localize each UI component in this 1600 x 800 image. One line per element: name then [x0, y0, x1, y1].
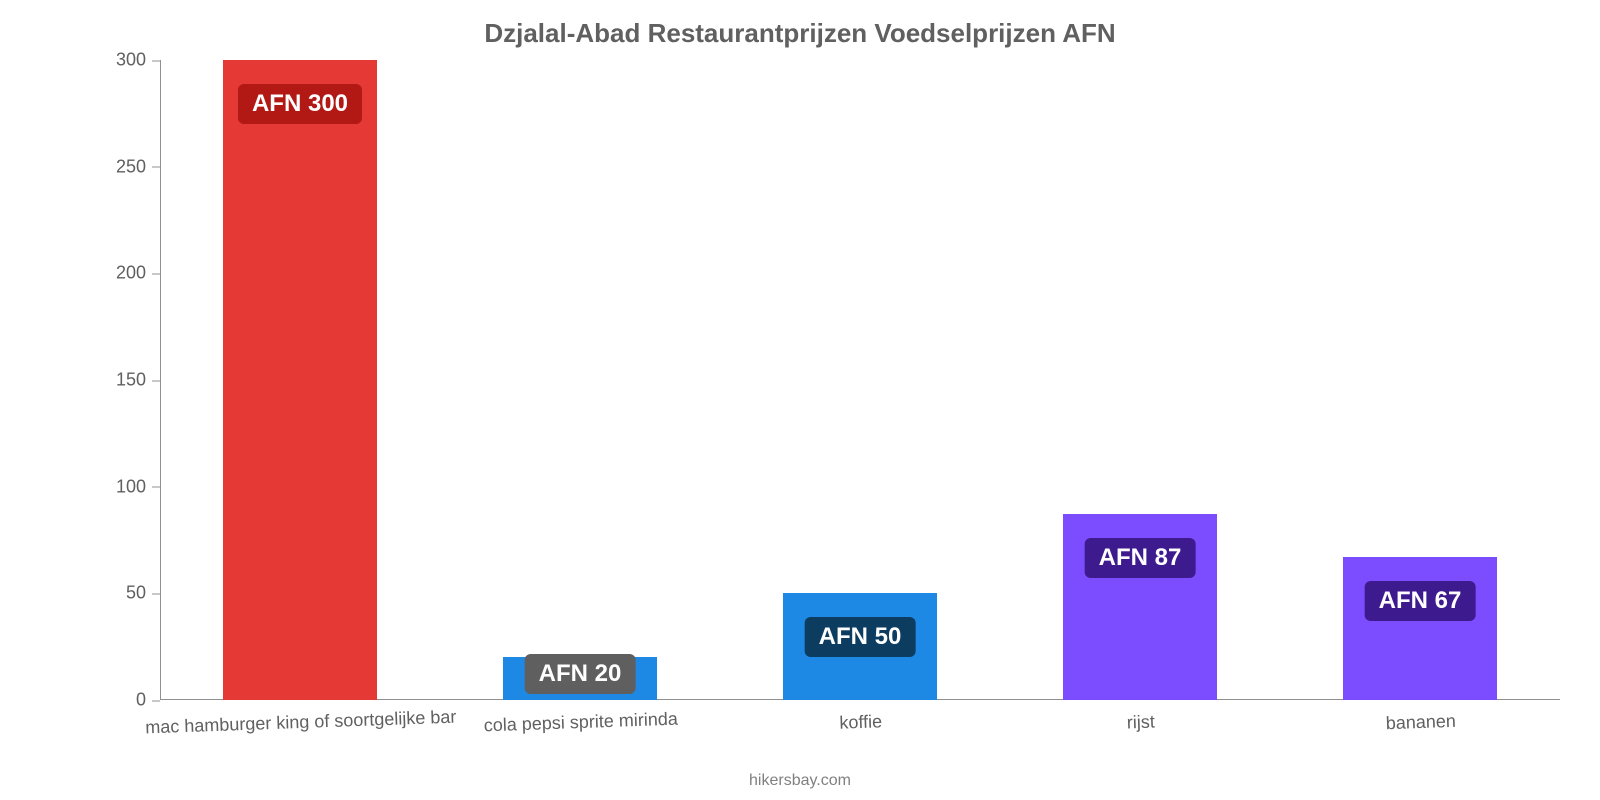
bar-value-label: AFN 67 — [1365, 581, 1476, 621]
category-label: bananen — [1385, 699, 1456, 734]
bar — [223, 60, 377, 700]
y-tick: 200 — [116, 263, 160, 284]
bar-value-label: AFN 300 — [238, 84, 362, 124]
y-tick: 100 — [116, 476, 160, 497]
y-tick: 50 — [126, 583, 160, 604]
attribution: hikersbay.com — [0, 772, 1600, 790]
y-axis — [160, 60, 161, 700]
bar-value-label: AFN 50 — [805, 617, 916, 657]
y-tick: 300 — [116, 50, 160, 71]
bar-value-label: AFN 20 — [525, 654, 636, 694]
bar-chart: Dzjalal-Abad Restaurantprijzen Voedselpr… — [0, 0, 1600, 800]
bar — [1343, 557, 1497, 700]
bar-value-label: AFN 87 — [1085, 538, 1196, 578]
chart-title: Dzjalal-Abad Restaurantprijzen Voedselpr… — [0, 18, 1600, 49]
y-tick: 250 — [116, 156, 160, 177]
category-label: mac hamburger king of soortgelijke bar — [145, 695, 457, 739]
category-label: koffie — [839, 699, 883, 733]
plot-area: 050100150200250300AFN 300mac hamburger k… — [160, 60, 1560, 700]
y-tick: 150 — [116, 370, 160, 391]
category-label: cola pepsi sprite mirinda — [483, 697, 678, 737]
category-label: rijst — [1126, 700, 1155, 734]
